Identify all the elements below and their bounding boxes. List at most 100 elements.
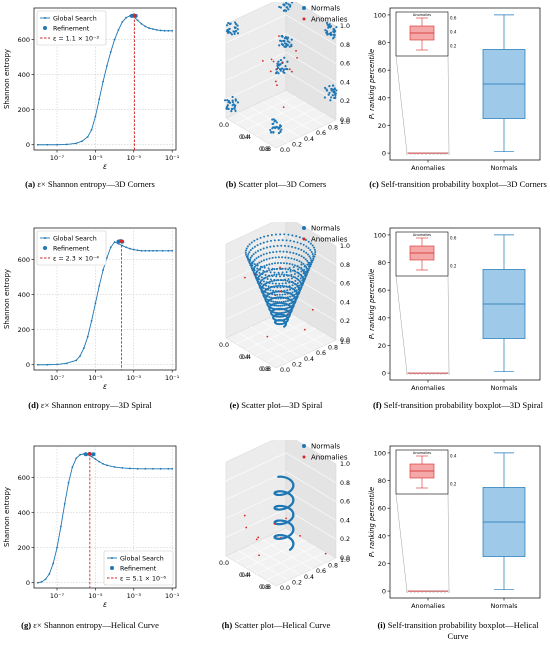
tick-label-x: 10⁻³ — [127, 374, 142, 382]
point-normal — [263, 265, 266, 268]
point-normal — [273, 271, 276, 274]
outlier-anomalies — [436, 152, 439, 155]
point-normal — [305, 267, 308, 270]
point-global-search — [159, 29, 162, 32]
point-normal — [265, 252, 268, 255]
point-normal — [285, 45, 288, 48]
tick-label-y: 40 — [378, 94, 386, 102]
point-normal — [265, 264, 268, 267]
entropy-chart-3d-corners: 0 200 400 600 10⁻⁷ 10⁻⁵ 10⁻³ 10⁻¹ ε Shannon entro… — [3, 7, 180, 171]
point-normal — [235, 22, 238, 26]
point-normal — [277, 131, 281, 135]
point-normal — [290, 2, 294, 4]
point-normal — [294, 276, 297, 279]
grid-3d — [225, 452, 287, 482]
point-normal — [297, 271, 300, 274]
point-global-search — [94, 458, 97, 461]
point-normal — [274, 256, 277, 259]
legend-marker-normals — [302, 444, 306, 448]
point-normal — [265, 258, 268, 261]
point-normal — [289, 288, 292, 291]
point-normal — [277, 304, 280, 307]
point-global-search — [125, 246, 128, 249]
point-normal — [276, 293, 279, 296]
point-normal — [291, 245, 294, 248]
grid-3d — [225, 52, 287, 81]
point-normal — [270, 303, 273, 306]
point-normal — [333, 96, 336, 100]
tick-label-y3d: 0.0 — [280, 585, 290, 592]
point-global-search — [148, 249, 151, 252]
legend-label-global: Global Search — [53, 15, 97, 22]
point-normal — [283, 56, 286, 59]
point-normal — [234, 98, 237, 101]
legend-marker-normals — [302, 226, 306, 230]
boxplot-chart-helical: 0 20 40 60 80 100 Pₜ ranking percentile Anomali… — [368, 445, 541, 610]
point-normal — [305, 272, 308, 275]
point-normal — [301, 281, 304, 284]
point-normal — [299, 242, 302, 245]
outlier-anomalies — [417, 590, 420, 593]
point-normal — [326, 33, 329, 36]
tick-label-y: 400 — [18, 291, 30, 299]
point-normal — [256, 267, 259, 270]
tick-label-y: 0 — [26, 141, 30, 149]
legend-label-normals: Normals — [311, 443, 340, 451]
outlier-anomalies — [409, 152, 412, 155]
tick-label-y: 60 — [378, 505, 386, 513]
scatter-chart-3d-corners: 0.00.40.80.40.8 0.00.20.40.60.81.00.00.20… — [219, 2, 350, 154]
point-normal — [329, 31, 332, 34]
point-normal — [308, 267, 311, 270]
point-normal — [260, 260, 263, 263]
point-normal — [286, 37, 289, 40]
point-normal — [274, 285, 277, 288]
caption-a: (a) ε× Shannon entropy—3D Corners — [25, 179, 155, 189]
point-global-search — [167, 467, 170, 470]
point-normal — [256, 263, 259, 266]
point-normal — [281, 271, 284, 274]
point-normal — [286, 292, 289, 295]
legend-box — [36, 230, 107, 266]
point-normal — [249, 249, 252, 252]
point-normal — [283, 39, 286, 43]
legend-marker-refine — [43, 246, 47, 250]
point-anomaly — [269, 70, 272, 73]
point-normal — [290, 277, 293, 280]
grid-3d — [285, 452, 337, 484]
outlier-anomalies — [413, 152, 416, 155]
tick-label-y3d: 0.6 — [316, 568, 326, 575]
point-normal — [230, 107, 234, 111]
point-normal — [267, 298, 270, 301]
tick-label-y3d: 0.2 — [292, 141, 302, 148]
legend-label-anomalies: Anomalies — [311, 236, 348, 244]
point-normal — [227, 101, 230, 104]
point-normal — [249, 262, 252, 265]
inset-tick-label: 0.2 — [450, 264, 457, 269]
point-global-search — [113, 38, 116, 41]
point-normal — [314, 253, 317, 256]
point-normal — [277, 63, 281, 66]
point-global-search — [79, 453, 81, 456]
point-global-search — [98, 98, 101, 101]
point-normal — [331, 94, 334, 97]
point-normal — [284, 293, 287, 296]
point-normal — [281, 293, 284, 296]
point-normal — [258, 271, 261, 274]
inset-tick-label: 0.2 — [450, 44, 457, 49]
point-anomaly — [278, 35, 280, 38]
point-global-search — [40, 580, 43, 583]
point-normal — [280, 278, 283, 281]
point-normal — [281, 304, 284, 307]
point-normal — [329, 96, 333, 99]
point-normal — [280, 244, 283, 247]
tick-label-y3d: 0.4 — [304, 356, 314, 363]
point-global-search — [36, 363, 39, 366]
pane-floor — [225, 309, 337, 369]
point-global-search — [125, 16, 128, 19]
point-normal — [325, 89, 329, 92]
point-normal — [307, 240, 310, 243]
point-global-search — [36, 581, 39, 584]
grid-3d — [225, 70, 287, 100]
point-anomaly — [274, 294, 277, 297]
tick-label-y: 80 — [378, 259, 386, 267]
